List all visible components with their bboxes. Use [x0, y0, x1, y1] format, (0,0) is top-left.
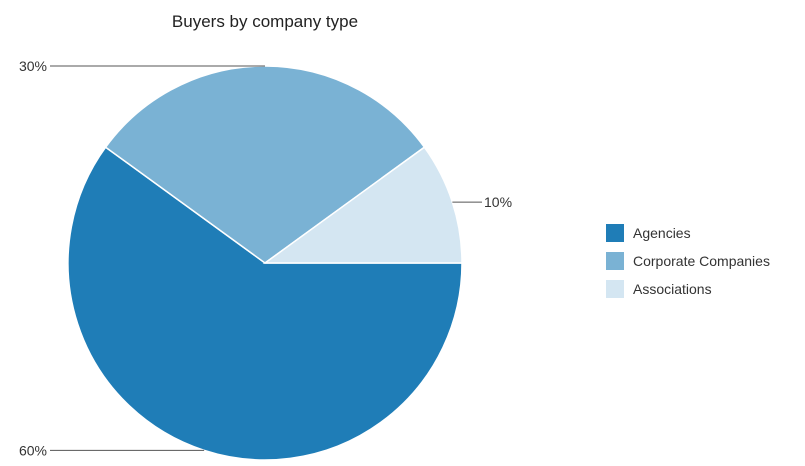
chart-title: Buyers by company type: [172, 12, 358, 31]
slice-label-leaders: 60% 30% 10%: [19, 58, 512, 458]
data-label-corporate-companies: 30%: [19, 58, 47, 74]
legend-label-agencies: Agencies: [633, 225, 691, 241]
data-label-agencies: 60%: [19, 442, 47, 458]
legend-label-associations: Associations: [633, 281, 712, 297]
pie-slices: [67, 65, 463, 461]
legend-swatch-agencies: [606, 224, 624, 242]
chart-legend: Agencies Corporate Companies Associations: [606, 224, 770, 298]
data-label-associations: 10%: [484, 194, 512, 210]
legend-swatch-associations: [606, 280, 624, 298]
legend-label-corporate-companies: Corporate Companies: [633, 253, 770, 269]
pie-slice-associations: [262, 146, 463, 264]
legend-swatch-corporate-companies: [606, 252, 624, 270]
